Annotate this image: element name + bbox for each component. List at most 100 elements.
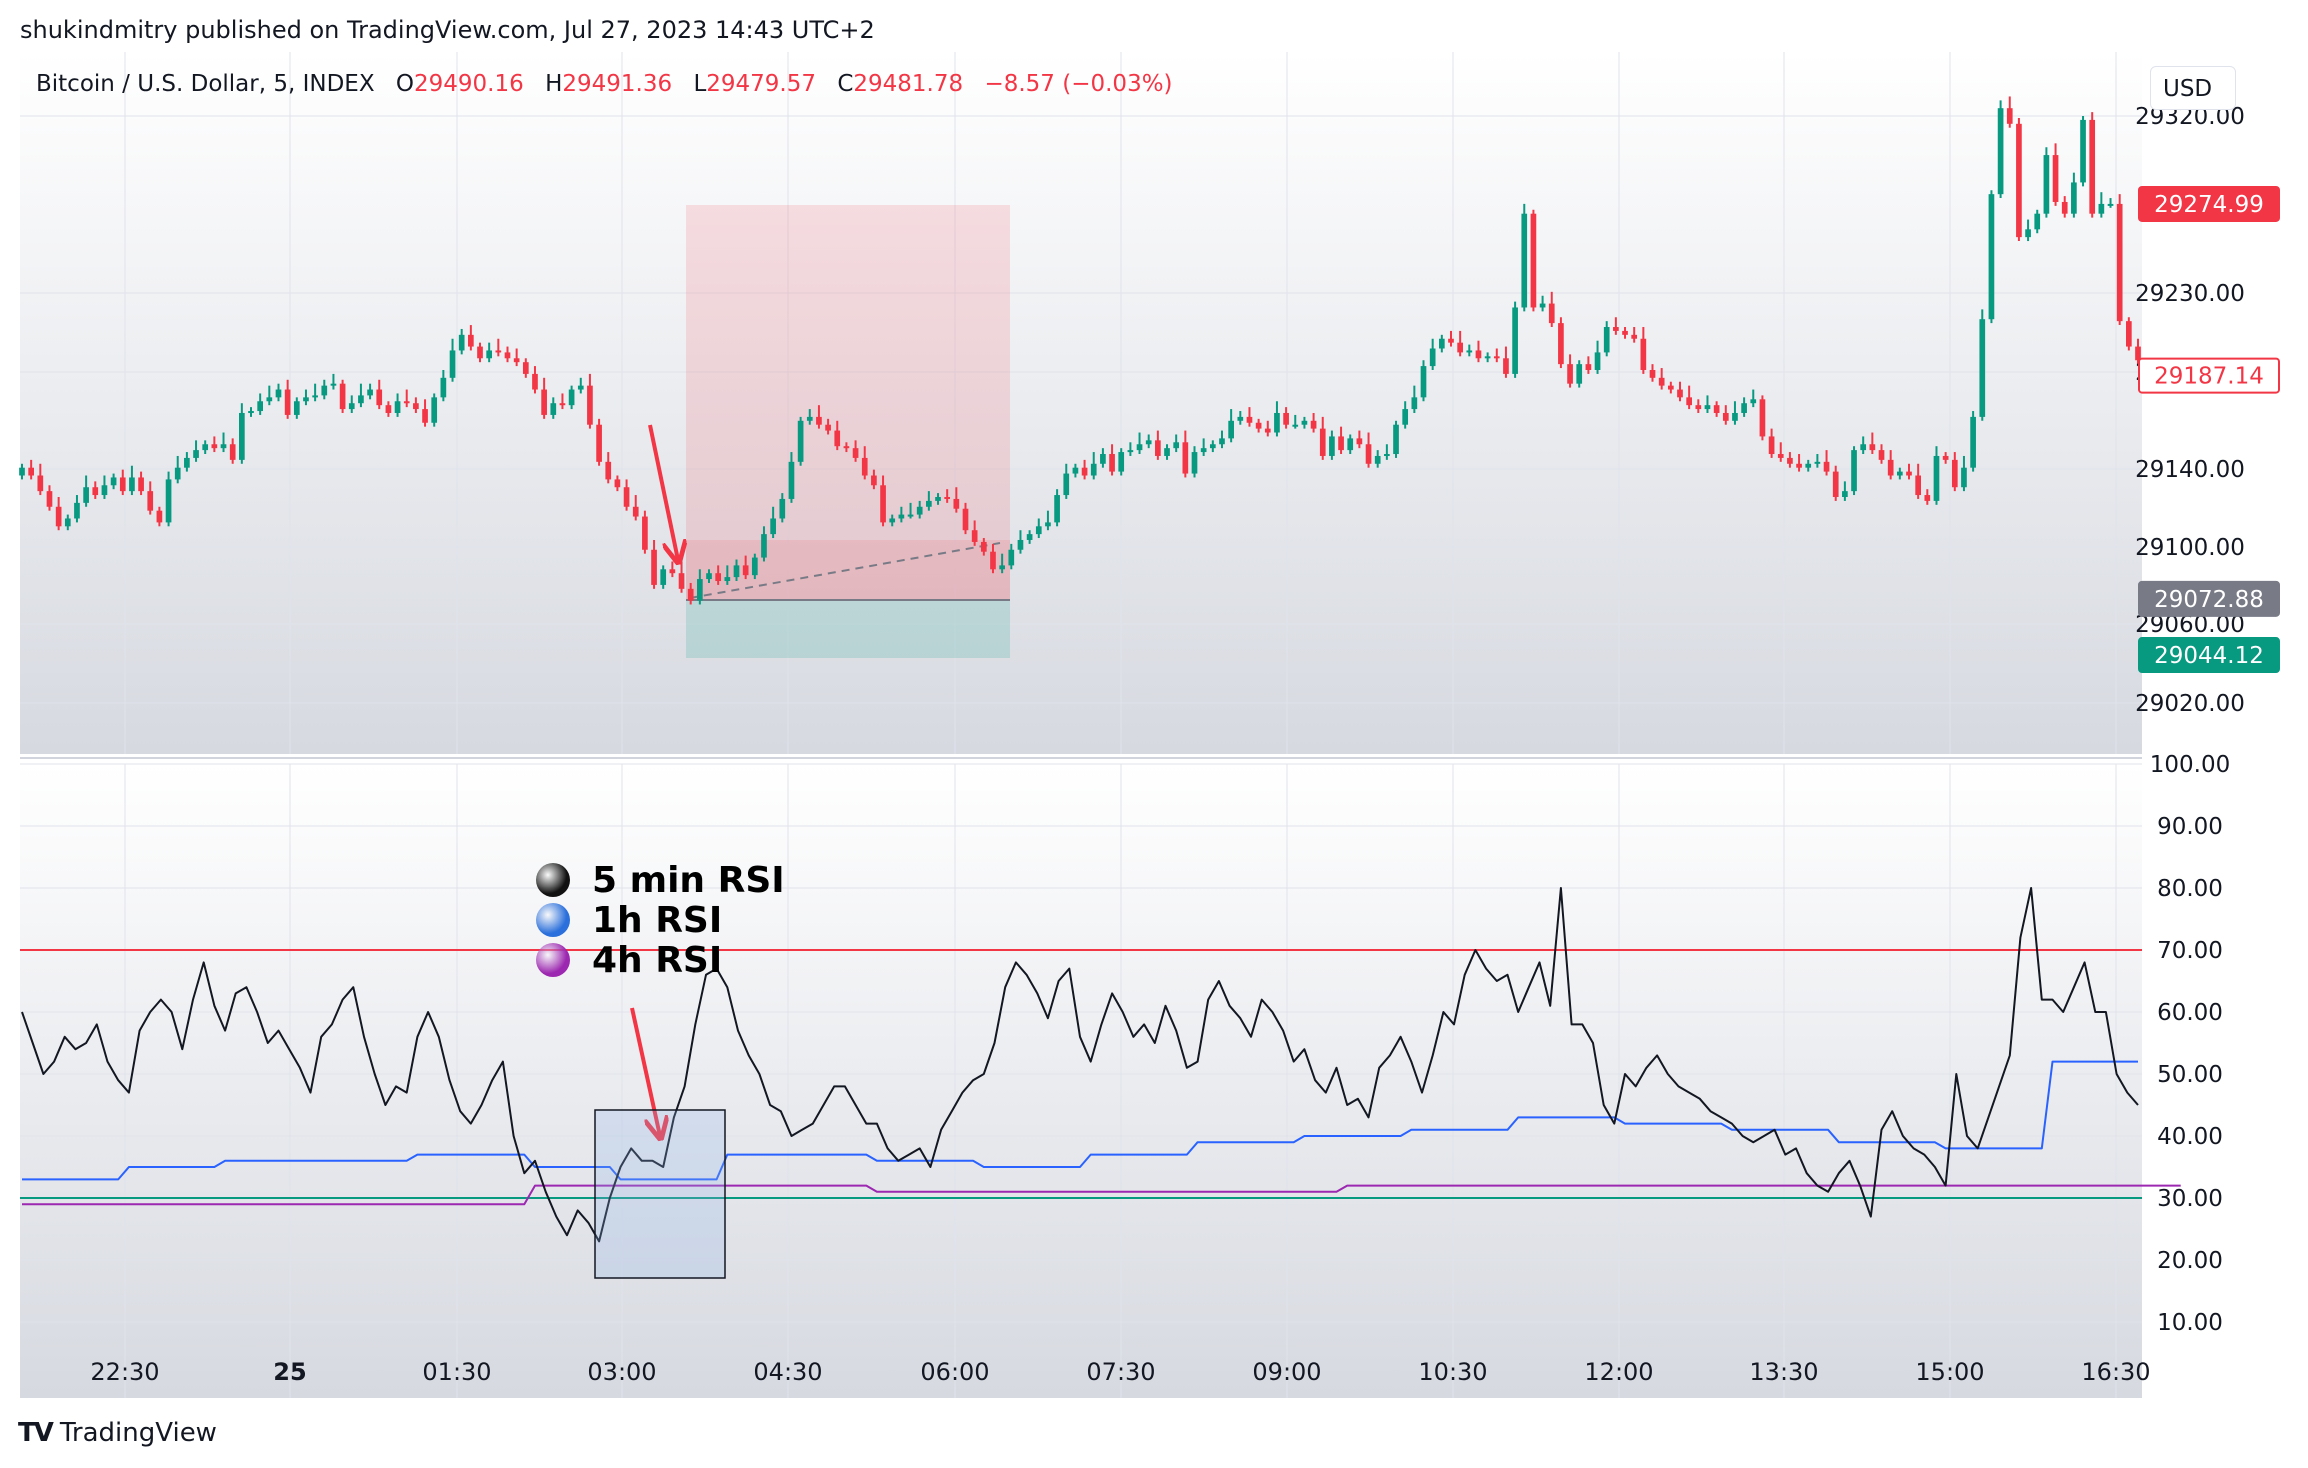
candle-body (733, 565, 740, 578)
time-tick-label: 22:30 (90, 1358, 159, 1386)
candle-body (1896, 471, 1903, 476)
candle-body (1292, 424, 1299, 427)
candle-body (55, 506, 62, 527)
candle-body (1026, 534, 1033, 540)
candle-body (816, 416, 822, 425)
candle-body (861, 457, 868, 476)
candle-body (1127, 450, 1134, 453)
rsi-legend-label: 5 min RSI (592, 859, 785, 901)
candle-body (1558, 323, 1564, 365)
candle-body (1686, 397, 1692, 406)
candle-body (1878, 450, 1885, 460)
candle-body (1411, 397, 1418, 410)
candle-body (788, 461, 795, 499)
candle-body (504, 352, 511, 359)
candle-body (413, 403, 419, 410)
candle-body (1860, 444, 1867, 451)
candle-body (1640, 338, 1647, 370)
candle-body (2061, 201, 2068, 214)
rsi-tick-label: 50.00 (2157, 1062, 2223, 1088)
candle-body (596, 424, 602, 462)
candle-body (275, 389, 282, 398)
close-label: C (837, 71, 854, 97)
axes: 29320.0029230.0029180.0029140.0029100.00… (90, 104, 2280, 1386)
rsi-tick-label: 90.00 (2157, 814, 2223, 840)
currency-button[interactable]: USD (2150, 66, 2236, 110)
candle-body (1631, 334, 1638, 339)
candle-body (962, 508, 969, 531)
candle-body (239, 412, 245, 460)
candle-body (2135, 346, 2141, 361)
candle-body (522, 362, 529, 374)
candle-body (431, 397, 438, 423)
rsi-legend-item: 1h RSI (536, 900, 785, 941)
candle-body (101, 485, 108, 496)
candle-body (1503, 358, 1509, 374)
candle-body (193, 450, 199, 458)
candle-body (440, 377, 447, 398)
candle-body (706, 573, 712, 580)
candle-body (1658, 377, 1665, 386)
rsi-tick-label: 70.00 (2157, 938, 2223, 964)
candle-body (1035, 526, 1042, 535)
candle-body (293, 401, 300, 415)
candle-body (999, 565, 1005, 570)
candle-body (1887, 459, 1894, 476)
candle-body (2025, 229, 2031, 238)
candle-body (1823, 461, 1830, 472)
candle-body (2107, 203, 2114, 206)
rsi-tick-label: 100.00 (2150, 752, 2230, 778)
time-tick-label: 01:30 (422, 1358, 491, 1386)
candle-body (1255, 422, 1262, 429)
candle-body (1182, 442, 1189, 474)
candle-body (623, 487, 630, 507)
candle-body (2089, 119, 2096, 214)
candle-body (614, 479, 621, 488)
candle-body (944, 497, 951, 499)
candle-body (376, 389, 383, 406)
rsi-tick-label: 80.00 (2157, 876, 2223, 902)
time-tick-label: 09:00 (1252, 1358, 1321, 1386)
candle-body (1979, 319, 1986, 417)
price-tick-label: 29100.00 (2135, 535, 2245, 561)
candle-body (477, 346, 483, 359)
rsi-tick-label: 30.00 (2157, 1186, 2223, 1212)
price-tick-label: 29140.00 (2135, 457, 2245, 483)
candle-body (532, 373, 538, 390)
candle-body (1933, 455, 1940, 501)
candle-body (1209, 444, 1216, 449)
candle-body (1530, 213, 1537, 308)
candle-body (74, 502, 80, 519)
candle-body (1997, 108, 2004, 195)
candle-body (1310, 420, 1317, 429)
candle-body (1622, 330, 1628, 335)
time-tick-label: 10:30 (1418, 1358, 1487, 1386)
candle-body (495, 350, 502, 353)
rsi-tick-label: 20.00 (2157, 1248, 2223, 1274)
candle-body (559, 403, 566, 406)
low-value: 29479.57 (706, 71, 817, 97)
time-tick-label: 15:00 (1915, 1358, 1984, 1386)
candle-body (1118, 452, 1125, 472)
candle-body (64, 518, 71, 527)
candle-body (385, 405, 392, 413)
candle-body (284, 389, 291, 415)
candle-body (138, 477, 144, 492)
candle-body (110, 477, 117, 486)
candle-body (2052, 155, 2059, 202)
candle-body (2116, 203, 2123, 322)
candle-body (1466, 350, 1473, 353)
candle-body (174, 467, 181, 480)
change-value: −8.57 (−0.03%) (984, 71, 1173, 97)
entry-dashed-line (689, 542, 1001, 599)
candle-body (1677, 389, 1683, 398)
tradingview-brand[interactable]: TV TradingView (18, 1418, 217, 1448)
candle-body (2071, 182, 2077, 214)
price-tick-label: 29020.00 (2135, 691, 2245, 717)
candle-body (330, 383, 337, 386)
candle-body (935, 497, 941, 501)
candle-body (1484, 356, 1491, 359)
candle-body (1814, 461, 1821, 464)
candle-body (486, 350, 493, 359)
